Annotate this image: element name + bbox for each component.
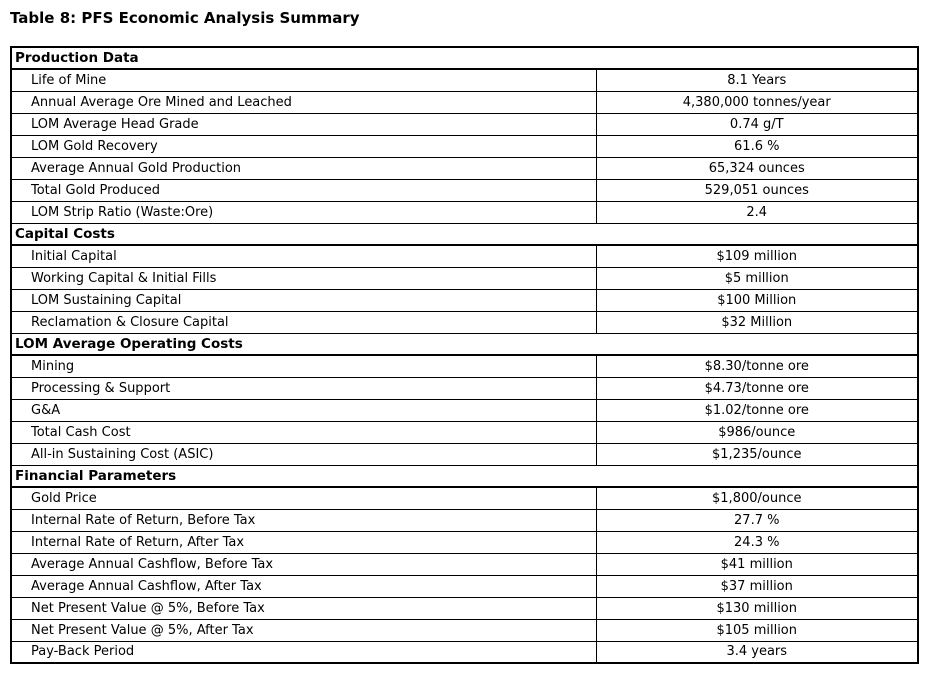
row-value: $4.73/tonne ore <box>595 376 919 400</box>
table-row: Annual Average Ore Mined and Leached 4,38… <box>10 90 919 114</box>
row-label: Total Cash Cost <box>10 420 597 444</box>
table-row: Internal Rate of Return, After Tax 24.3 % <box>10 530 919 554</box>
row-label: Annual Average Ore Mined and Leached <box>10 90 597 114</box>
row-value: 2.4 <box>595 200 919 224</box>
table-row: Initial Capital $109 million <box>10 244 919 268</box>
row-value: 0.74 g/T <box>595 112 919 136</box>
table-row: LOM Strip Ratio (Waste:Ore) 2.4 <box>10 200 919 224</box>
row-label: Reclamation & Closure Capital <box>10 310 597 334</box>
row-label: LOM Average Head Grade <box>10 112 597 136</box>
page-title: Table 8: PFS Economic Analysis Summary <box>10 9 360 27</box>
table-row: Processing & Support $4.73/tonne ore <box>10 376 919 400</box>
section-header-row: LOM Average Operating Costs <box>10 332 919 356</box>
table-row: Reclamation & Closure Capital $32 Million <box>10 310 919 334</box>
table-row: Average Annual Gold Production 65,324 oun… <box>10 156 919 180</box>
row-value: 24.3 % <box>595 530 919 554</box>
row-label: Initial Capital <box>10 244 597 268</box>
row-label: LOM Sustaining Capital <box>10 288 597 312</box>
row-label: Total Gold Produced <box>10 178 597 202</box>
row-value: $37 million <box>595 574 919 598</box>
row-label: Average Annual Cashflow, Before Tax <box>10 552 597 576</box>
row-label: Average Annual Gold Production <box>10 156 597 180</box>
table-row: Total Gold Produced 529,051 ounces <box>10 178 919 202</box>
row-value: 529,051 ounces <box>595 178 919 202</box>
table-row: LOM Average Head Grade 0.74 g/T <box>10 112 919 136</box>
row-label: All-in Sustaining Cost (ASIC) <box>10 442 597 466</box>
table-row: G&A $1.02/tonne ore <box>10 398 919 422</box>
row-value: $41 million <box>595 552 919 576</box>
row-value: 61.6 % <box>595 134 919 158</box>
row-value: 3.4 years <box>595 640 919 664</box>
row-label: Mining <box>10 354 597 378</box>
table-row: Pay-Back Period 3.4 years <box>10 640 919 664</box>
table-row: Life of Mine 8.1 Years <box>10 68 919 92</box>
row-label: Life of Mine <box>10 68 597 92</box>
table-row: Mining $8.30/tonne ore <box>10 354 919 378</box>
row-label: Net Present Value @ 5%, Before Tax <box>10 596 597 620</box>
table-body: Production Data Life of Mine 8.1 Years Annu… <box>10 46 919 664</box>
row-value: 8.1 Years <box>595 68 919 92</box>
table-row: LOM Sustaining Capital $100 Million <box>10 288 919 312</box>
row-value: $109 million <box>595 244 919 268</box>
section-header-row: Capital Costs <box>10 222 919 246</box>
row-value: $1.02/tonne ore <box>595 398 919 422</box>
section-header-label: Production Data <box>10 46 919 70</box>
row-value: $5 million <box>595 266 919 290</box>
table-row: Gold Price $1,800/ounce <box>10 486 919 510</box>
row-label: LOM Strip Ratio (Waste:Ore) <box>10 200 597 224</box>
row-value: 65,324 ounces <box>595 156 919 180</box>
row-value: $986/ounce <box>595 420 919 444</box>
row-value: $1,235/ounce <box>595 442 919 466</box>
row-label: Processing & Support <box>10 376 597 400</box>
row-value: $105 million <box>595 618 919 642</box>
row-label: Gold Price <box>10 486 597 510</box>
table-row: Total Cash Cost $986/ounce <box>10 420 919 444</box>
table-row: All-in Sustaining Cost (ASIC) $1,235/ounc… <box>10 442 919 466</box>
table-row: Net Present Value @ 5%, After Tax $105 mi… <box>10 618 919 642</box>
table-row: Average Annual Cashflow, After Tax $37 mi… <box>10 574 919 598</box>
row-value: $32 Million <box>595 310 919 334</box>
row-value: $1,800/ounce <box>595 486 919 510</box>
row-value: 27.7 % <box>595 508 919 532</box>
row-value: 4,380,000 tonnes/year <box>595 90 919 114</box>
section-header-label: LOM Average Operating Costs <box>10 332 919 356</box>
table-row: LOM Gold Recovery 61.6 % <box>10 134 919 158</box>
row-label: Working Capital & Initial Fills <box>10 266 597 290</box>
row-label: Internal Rate of Return, After Tax <box>10 530 597 554</box>
table-row: Internal Rate of Return, Before Tax 27.7 … <box>10 508 919 532</box>
section-header-label: Financial Parameters <box>10 464 919 488</box>
economic-analysis-summary-table: Production Data Life of Mine 8.1 Years Annu… <box>10 46 919 664</box>
section-header-row: Production Data <box>10 46 919 70</box>
row-label: G&A <box>10 398 597 422</box>
row-value: $100 Million <box>595 288 919 312</box>
table-row: Average Annual Cashflow, Before Tax $41 m… <box>10 552 919 576</box>
table-row: Net Present Value @ 5%, Before Tax $130 m… <box>10 596 919 620</box>
row-label: Pay-Back Period <box>10 640 597 664</box>
row-value: $8.30/tonne ore <box>595 354 919 378</box>
section-header-label: Capital Costs <box>10 222 919 246</box>
row-label: Average Annual Cashflow, After Tax <box>10 574 597 598</box>
row-label: Net Present Value @ 5%, After Tax <box>10 618 597 642</box>
row-label: Internal Rate of Return, Before Tax <box>10 508 597 532</box>
section-header-row: Financial Parameters <box>10 464 919 488</box>
row-value: $130 million <box>595 596 919 620</box>
table-row: Working Capital & Initial Fills $5 millio… <box>10 266 919 290</box>
row-label: LOM Gold Recovery <box>10 134 597 158</box>
